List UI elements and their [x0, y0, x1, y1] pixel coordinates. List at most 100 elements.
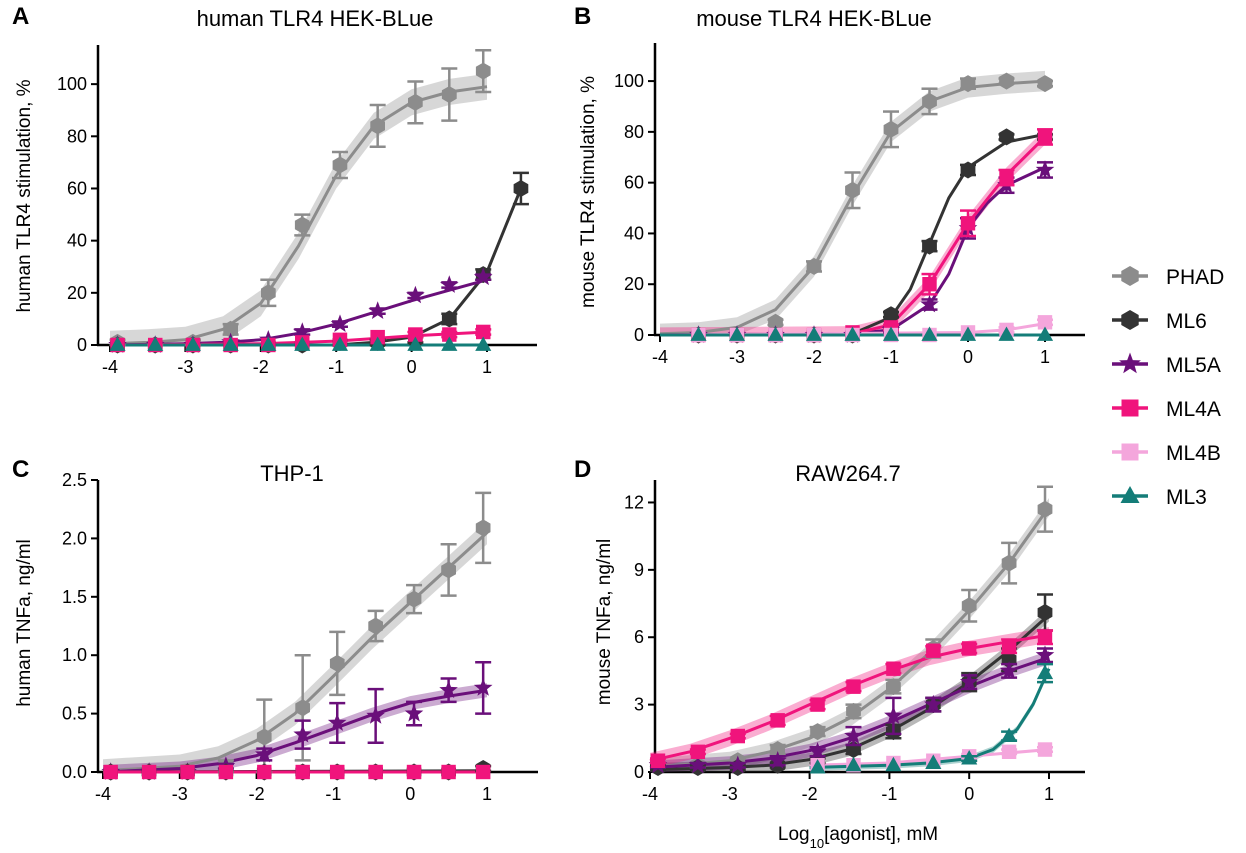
x-tick-label: -4 [95, 784, 111, 804]
data-point-ml4a [690, 744, 706, 759]
data-point-phad [770, 741, 785, 758]
x-tick-label: -1 [328, 357, 344, 377]
data-point-ml3 [147, 336, 164, 351]
data-point-phad [845, 181, 860, 199]
x-tick-label: -1 [325, 784, 341, 804]
plot-area-c: 0.0 0.5 1.0 1.5 2.0 2.5 -4 -3 -2 -1 0 1 [62, 470, 538, 804]
y-tick-label: 20 [624, 274, 644, 294]
data-point-ml3 [331, 336, 348, 351]
panel-title: RAW264.7 [795, 461, 901, 486]
data-point-ml6 [883, 306, 899, 324]
y-tick-label: 0 [77, 335, 87, 355]
data-point-ml4a [180, 764, 195, 780]
confidence-band-ml4a [660, 129, 1045, 335]
data-point-ml3 [1036, 664, 1054, 680]
confidence-band-ml4a [650, 627, 1049, 769]
plot-area-b: 0 20 40 60 80 100 -4 -3 -2 -1 0 1 [614, 43, 1085, 367]
y-tick-label: 80 [67, 126, 87, 146]
data-point-phad [294, 216, 310, 234]
fit-line-phad [649, 506, 1051, 769]
confidence-band-phad [103, 520, 487, 772]
panel-d: D RAW264.7 mouse TNFa, ng/ml Log10[agoni… [574, 456, 1085, 851]
data-point-ml3 [407, 336, 424, 351]
fit-line-ml6 [649, 613, 1051, 772]
y-tick-label: 9 [634, 560, 644, 580]
data-point-ml5a [999, 661, 1019, 679]
x-tick-label: -3 [729, 347, 745, 367]
data-point-ml4a [810, 697, 825, 712]
data-point-ml3 [844, 326, 861, 341]
data-point-ml3 [728, 326, 746, 341]
panel-a: A human TLR4 HEK-BLue human TLR4 stimula… [12, 3, 537, 377]
data-point-ml5a [327, 713, 347, 731]
data-point-phad [806, 257, 822, 275]
data-point-phad [1037, 500, 1053, 518]
data-point-ml4a [1037, 630, 1053, 645]
fit-line-phad [102, 531, 489, 773]
y-tick-label: 60 [624, 173, 644, 193]
x-tick-label: 0 [963, 347, 973, 367]
data-point-ml5a [884, 706, 903, 724]
data-point-ml6 [441, 310, 457, 328]
x-tick-label: -4 [102, 357, 118, 377]
panel-label-c: C [12, 456, 29, 483]
legend-marker-square-icon [1121, 443, 1139, 461]
data-point-phad [441, 561, 456, 579]
data-point-ml4a [962, 641, 977, 656]
x-axis-label: Log10[agonist], mM [778, 824, 938, 851]
y-tick-label: 100 [614, 71, 644, 91]
data-point-ml3 [805, 326, 823, 341]
data-point-ml3 [294, 336, 311, 351]
data-point-ml4a [886, 661, 901, 676]
fit-line-ml5a [649, 655, 1050, 769]
x-tick-label: -2 [249, 784, 265, 804]
panel-title: THP-1 [260, 461, 324, 486]
data-point-ml4a [846, 679, 861, 694]
y-tick-label: 1.5 [62, 587, 87, 607]
x-tick-label: 1 [482, 357, 492, 377]
y-tick-label: 0.5 [62, 704, 87, 724]
data-point-ml3 [885, 756, 902, 772]
data-point-ml5a [293, 322, 312, 340]
data-point-ml5a [473, 267, 493, 286]
x-tick-label: -2 [806, 347, 822, 367]
data-point-ml3 [1001, 727, 1018, 742]
data-point-ml4a [368, 764, 383, 780]
data-point-ml4a [650, 753, 666, 768]
y-tick-label: 40 [67, 231, 87, 251]
data-point-phad [961, 597, 977, 615]
y-tick-label: 80 [624, 122, 644, 142]
data-point-ml3 [845, 756, 862, 772]
data-point-phad [408, 93, 423, 111]
plot-area-a: 0 20 40 60 80 100 -4 -3 -2 -1 0 1 [57, 45, 537, 377]
legend: PHAD ML6 ML5A ML4A ML4B ML3 [1112, 266, 1224, 509]
data-point-phad [768, 313, 783, 331]
x-tick-label: -3 [177, 357, 193, 377]
legend-label: ML4A [1166, 398, 1221, 421]
legend-item-ml3: ML3 [1112, 486, 1207, 509]
data-point-ml4a [218, 764, 234, 780]
y-axis-label: mouse TLR4 stimulation, % [578, 76, 599, 308]
data-point-phad [1037, 75, 1053, 93]
legend-label: PHAD [1166, 266, 1224, 289]
x-tick-label: 0 [964, 784, 974, 804]
data-point-ml3 [961, 750, 978, 765]
data-point-phad [441, 86, 457, 104]
data-point-ml3 [809, 759, 826, 774]
legend-marker-hexagon-icon [1121, 310, 1139, 330]
x-tick-label: -3 [172, 784, 188, 804]
data-point-ml4b [1037, 315, 1053, 330]
data-point-ml4a [770, 713, 785, 728]
x-tick-label: -1 [881, 784, 897, 804]
x-tick-label: 0 [407, 357, 417, 377]
y-tick-label: 100 [57, 74, 87, 94]
data-point-ml4a [408, 327, 423, 342]
legend-marker-star-icon [1119, 352, 1141, 374]
data-point-ml4a [926, 643, 941, 658]
data-point-phad [261, 284, 276, 302]
y-tick-label: 60 [67, 178, 87, 198]
data-point-phad [922, 92, 937, 110]
y-tick-label: 0.0 [62, 762, 87, 782]
data-point-ml4a [442, 327, 457, 342]
data-point-ml6 [513, 180, 529, 197]
